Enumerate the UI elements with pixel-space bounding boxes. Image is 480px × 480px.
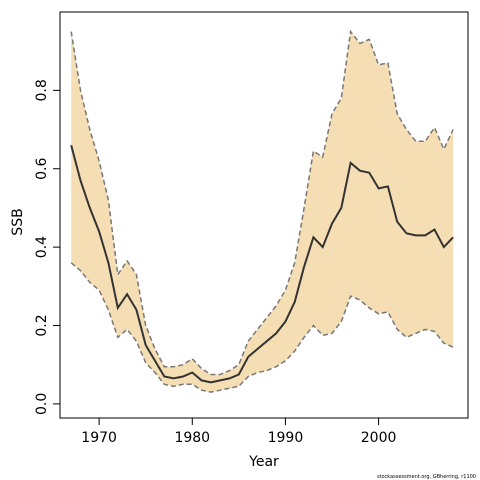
y-tick-label: 0.2 (34, 314, 50, 336)
x-axis-label: Year (248, 454, 279, 470)
plot-frame (59, 11, 469, 419)
y-tick-label: 0.4 (34, 236, 50, 258)
x-tick-label: 1990 (268, 430, 304, 446)
footnote: stockassessment.org, GBherring, r1100 (377, 474, 476, 480)
ssb-line (70, 144, 454, 384)
y-tick-label: 0.6 (34, 158, 50, 180)
y-tick-label: 0.0 (34, 393, 50, 415)
band-edge-upper (70, 29, 454, 376)
band-edge-lower (70, 262, 454, 393)
confidence-band (71, 31, 454, 393)
y-tick-label: 0.8 (34, 79, 50, 101)
x-tick-label: 1970 (81, 430, 117, 446)
x-tick-label: 1980 (174, 430, 210, 446)
y-axis-label: SSB (10, 208, 26, 235)
x-tick-label: 2000 (361, 430, 397, 446)
